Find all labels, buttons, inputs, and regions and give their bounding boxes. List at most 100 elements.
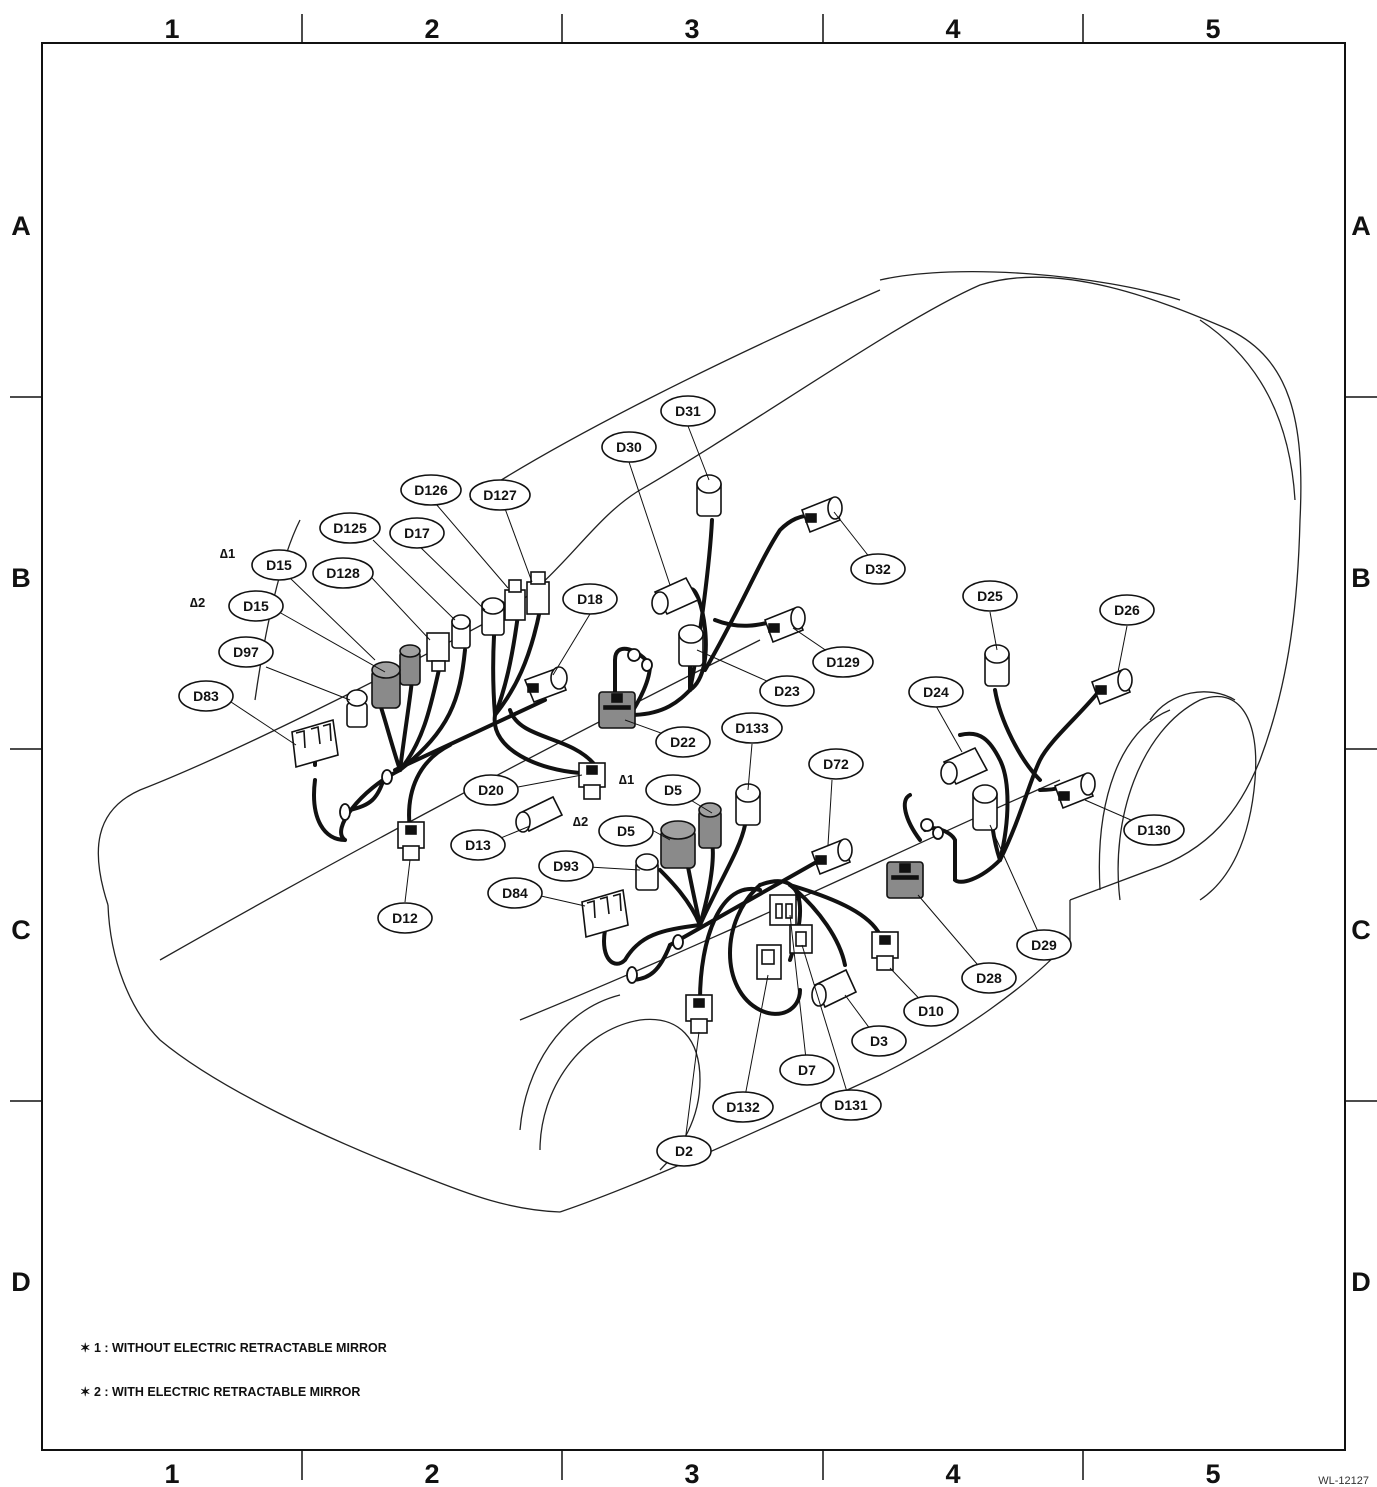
callout-d72: D72 — [809, 749, 863, 779]
column-label-5: 5 — [1205, 1459, 1220, 1487]
connector-d10 — [872, 932, 898, 970]
callout-d130: D130 — [1124, 815, 1184, 845]
callout-d25: D25 — [963, 581, 1017, 611]
callout-label: D10 — [918, 1003, 944, 1019]
connector-d7 — [770, 895, 796, 925]
callout-label: D93 — [553, 858, 579, 874]
reference-code: WL-12127 — [1318, 1475, 1369, 1487]
callout-label: D132 — [726, 1099, 760, 1115]
callout-d23: D23 — [760, 676, 814, 706]
callout-label: D13 — [465, 837, 491, 853]
callout-label: D7 — [798, 1062, 816, 1078]
row-labels-right: A B C D — [1351, 211, 1371, 1297]
connector-d5-a — [699, 803, 721, 848]
connector-d12 — [398, 822, 424, 860]
callout-d5-a: D5 — [646, 775, 700, 805]
connector-d15-b — [372, 662, 400, 708]
connector-d30 — [652, 578, 698, 614]
callout-label: D30 — [616, 439, 642, 455]
column-label-1: 1 — [164, 14, 179, 44]
callout-d29: D29 — [1017, 930, 1071, 960]
callout-label: D17 — [404, 525, 430, 541]
connector-d72 — [812, 839, 852, 874]
column-label-4: 4 — [945, 1459, 960, 1487]
connector-d23 — [679, 625, 703, 666]
callout-d93: D93 — [539, 851, 593, 881]
callout-label: D83 — [193, 688, 219, 704]
row-labels-left: A B C D — [11, 211, 31, 1297]
callout-d12: D12 — [378, 903, 432, 933]
callout-d2: D2 — [657, 1136, 711, 1166]
callout-label: D24 — [923, 684, 949, 700]
callout-label: D129 — [826, 654, 860, 670]
callout-d128: D128 — [313, 558, 373, 588]
column-labels-bottom: 1 2 3 4 5 — [164, 1459, 1220, 1487]
callout-d5-b: D5 — [599, 816, 653, 846]
connector-d93 — [636, 854, 658, 890]
connector-d97 — [347, 690, 367, 727]
callout-d15-b: D15 — [229, 591, 283, 621]
callout-label: D5 — [617, 823, 635, 839]
row-label-C: C — [11, 915, 31, 945]
connector-d25 — [985, 645, 1009, 686]
connector-d5-b — [661, 821, 695, 868]
callout-d22: D22 — [656, 727, 710, 757]
column-label-5: 5 — [1205, 14, 1220, 44]
callout-d133: D133 — [722, 713, 782, 743]
connector-d18 — [525, 667, 567, 702]
callout-label: D23 — [774, 683, 800, 699]
callout-label: D125 — [333, 520, 367, 536]
callout-label: D32 — [865, 561, 891, 577]
callout-d83: D83 — [179, 681, 233, 711]
callout-d26: D26 — [1100, 595, 1154, 625]
connector-d84 — [582, 890, 628, 937]
callout-label: D128 — [326, 565, 360, 581]
connector-d24 — [941, 748, 987, 784]
callout-label: D22 — [670, 734, 696, 750]
callout-label: D3 — [870, 1033, 888, 1049]
connector-d15-a — [400, 645, 420, 685]
callout-d84: D84 — [488, 878, 542, 908]
callout-d20: D20 — [464, 775, 518, 805]
callout-d125: D125 — [320, 513, 380, 543]
row-label-B: B — [1351, 563, 1371, 593]
variant-mark-star1-d5: ∆1 — [619, 772, 634, 787]
connector-d13 — [516, 797, 562, 832]
note-with-retractable-mirror: ✶ 2 : WITH ELECTRIC RETRACTABLE MIRROR — [80, 1384, 360, 1399]
callout-d7: D7 — [780, 1055, 834, 1085]
connector-d129 — [765, 607, 805, 642]
connector-d31 — [697, 475, 721, 516]
column-label-3: 3 — [684, 14, 699, 44]
callout-d18: D18 — [563, 584, 617, 614]
callout-d30: D30 — [602, 432, 656, 462]
callout-d28: D28 — [962, 963, 1016, 993]
row-label-A: A — [1351, 211, 1371, 241]
callout-label: D127 — [483, 487, 517, 503]
callout-d31: D31 — [661, 396, 715, 426]
callout-label: D15 — [266, 557, 292, 573]
note-without-retractable-mirror: ✶ 1 : WITHOUT ELECTRIC RETRACTABLE MIRRO… — [80, 1340, 387, 1355]
column-label-3: 3 — [684, 1459, 699, 1487]
callout-label: D97 — [233, 644, 259, 660]
callout-d127: D127 — [470, 480, 530, 510]
callout-label: D5 — [664, 782, 682, 798]
row-label-B: B — [11, 563, 31, 593]
callout-d97: D97 — [219, 637, 273, 667]
callout-d126: D126 — [401, 475, 461, 505]
callout-d3: D3 — [852, 1026, 906, 1056]
callout-label: D131 — [834, 1097, 868, 1113]
callout-label: D15 — [243, 598, 269, 614]
callout-label: D130 — [1137, 822, 1171, 838]
callout-label: D126 — [414, 482, 448, 498]
callout-label: D20 — [478, 782, 504, 798]
variant-mark-star2-d5: ∆2 — [573, 814, 588, 829]
callout-d132: D132 — [713, 1092, 773, 1122]
callout-d10: D10 — [904, 996, 958, 1026]
connector-d83 — [292, 720, 338, 767]
row-label-C: C — [1351, 915, 1371, 945]
column-label-1: 1 — [164, 1459, 179, 1487]
row-label-D: D — [11, 1267, 31, 1297]
callout-label: D12 — [392, 910, 418, 926]
callout-d32: D32 — [851, 554, 905, 584]
